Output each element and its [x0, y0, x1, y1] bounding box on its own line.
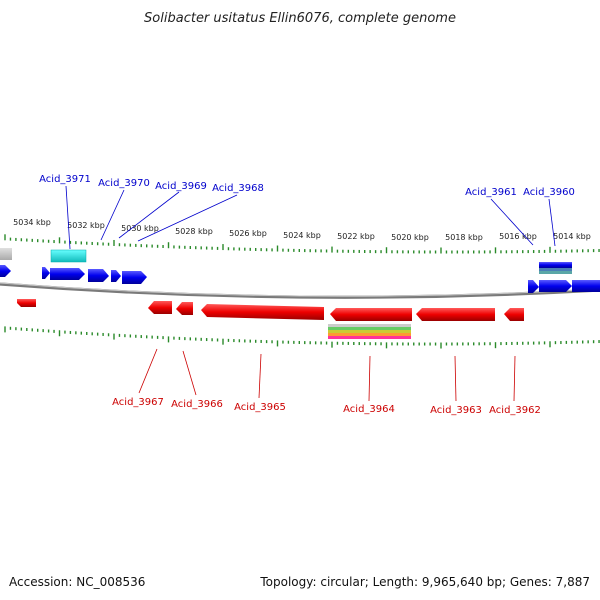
scale-label: 5034 kbp	[13, 218, 51, 227]
scale-label: 5032 kbp	[67, 221, 105, 230]
partial-feature	[0, 248, 12, 260]
genome-backbone-highlight	[0, 282, 600, 297]
reverse-gene-arrow[interactable]	[201, 304, 324, 320]
stripe-feature	[328, 336, 411, 339]
stripe-feature	[328, 333, 411, 336]
reverse-gene-arrow[interactable]	[176, 302, 193, 315]
scale-label: 5018 kbp	[445, 233, 483, 242]
forward-leader-lines	[65, 185, 556, 250]
reverse-leader-lines	[138, 348, 516, 402]
scale-label: 5026 kbp	[229, 229, 267, 238]
gene-label-acid-3962[interactable]: Acid_3962	[489, 405, 541, 416]
reverse-gene-arrow[interactable]	[504, 308, 524, 321]
stacked-feature	[539, 271, 572, 274]
stripe-feature	[328, 324, 411, 327]
stripe-feature	[328, 327, 411, 330]
reverse-gene-arrow[interactable]	[330, 308, 412, 321]
cyan-feature	[50, 249, 87, 263]
page-title: Solibacter usitatus Ellin6076, complete …	[144, 11, 456, 26]
forward-gene-arrow[interactable]	[572, 280, 600, 292]
forward-gene-arrow[interactable]	[88, 269, 109, 282]
gene-label-acid-3961[interactable]: Acid_3961	[465, 187, 517, 198]
stacked-feature	[539, 262, 572, 268]
accession-text: Accession: NC_008536	[9, 575, 145, 589]
scale-label: 5022 kbp	[337, 232, 375, 241]
stripe-feature	[328, 330, 411, 333]
gene-label-acid-3968[interactable]: Acid_3968	[212, 183, 264, 194]
forward-gene-arrow[interactable]	[0, 265, 11, 277]
scale-label: 5014 kbp	[553, 232, 591, 241]
scale-label: 5024 kbp	[283, 231, 321, 240]
scale-label: 5028 kbp	[175, 227, 213, 236]
reverse-gene-arrow[interactable]	[416, 308, 495, 321]
topology-text: Topology: circular; Length: 9,965,640 bp…	[259, 575, 590, 589]
gene-label-acid-3971[interactable]: Acid_3971	[39, 174, 91, 185]
stacked-feature	[539, 268, 572, 271]
forward-gene-arrow[interactable]	[528, 280, 539, 293]
forward-gene-arrow[interactable]	[539, 280, 572, 292]
genome-backbone	[0, 282, 600, 299]
gene-label-acid-3960[interactable]: Acid_3960	[523, 187, 575, 198]
scale-label: 5020 kbp	[391, 233, 429, 242]
forward-ticks	[4, 234, 600, 254]
scale-label: 5030 kbp	[121, 224, 159, 233]
forward-gene-arrow[interactable]	[122, 271, 147, 284]
gene-label-acid-3965[interactable]: Acid_3965	[234, 402, 286, 413]
gene-label-acid-3963[interactable]: Acid_3963	[430, 405, 482, 416]
gene-label-acid-3966[interactable]: Acid_3966	[171, 399, 223, 410]
gene-label-acid-3964[interactable]: Acid_3964	[343, 404, 395, 415]
gene-label-acid-3969[interactable]: Acid_3969	[155, 181, 207, 192]
reverse-ticks	[4, 326, 600, 349]
reverse-gene-arrow[interactable]	[17, 299, 36, 307]
gene-label-acid-3967[interactable]: Acid_3967	[112, 397, 164, 408]
gene-label-acid-3970[interactable]: Acid_3970	[98, 178, 150, 189]
scale-label: 5016 kbp	[499, 232, 537, 241]
forward-gene-arrow[interactable]	[50, 268, 85, 280]
forward-gene-arrow[interactable]	[111, 270, 121, 282]
reverse-gene-arrow[interactable]	[148, 301, 172, 314]
forward-gene-arrow[interactable]	[42, 267, 50, 279]
